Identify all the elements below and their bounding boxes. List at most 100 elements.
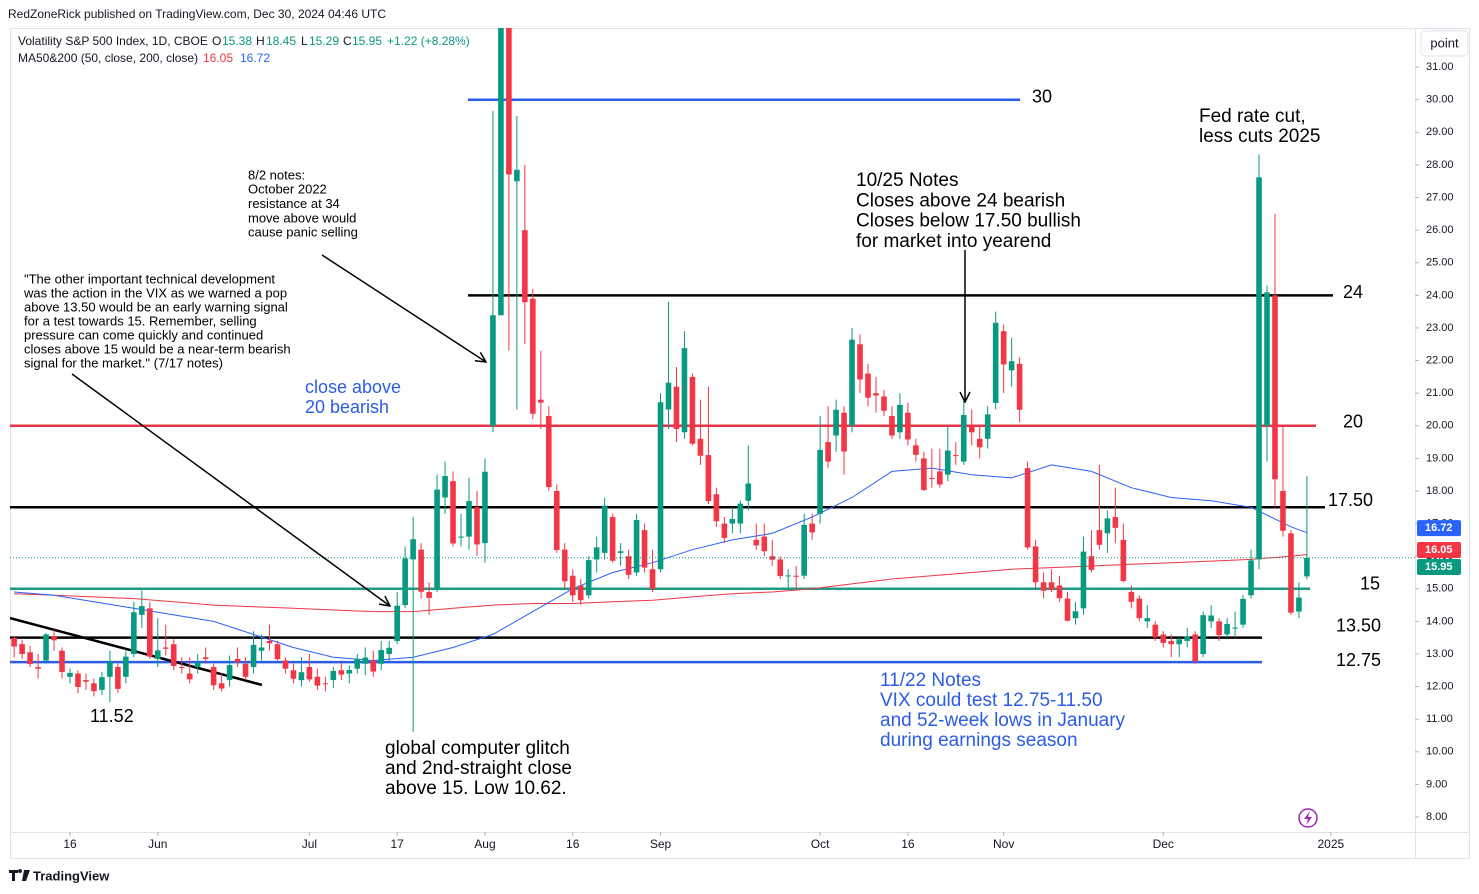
y-tick-label: 23.00	[1426, 322, 1454, 334]
x-tick-label: Dec	[1153, 837, 1174, 851]
axes: 8.00 9.00 10.00 11.00 12.00 13.00 14.00 15.00 16…	[63, 61, 1461, 851]
annotation-text: 8/2 notes:	[248, 167, 305, 182]
candle-body	[905, 412, 911, 440]
candle-body	[817, 449, 823, 514]
candle-body	[777, 559, 784, 577]
candle-body	[1184, 636, 1190, 641]
candle-body	[1000, 331, 1007, 365]
candle-body	[107, 661, 113, 677]
annotation-text: cause panic selling	[248, 225, 358, 240]
candle-body	[338, 670, 345, 675]
replay-icon[interactable]	[1298, 808, 1318, 828]
candle-body	[1192, 634, 1198, 662]
candle-body	[569, 575, 576, 596]
candle-body	[490, 315, 496, 426]
candle-body	[314, 676, 321, 686]
candle-body	[466, 501, 472, 537]
candle-body	[362, 657, 369, 664]
ma200-value: 16.05	[203, 51, 233, 65]
annotation-text: VIX could test 12.75-11.50	[880, 690, 1103, 711]
candle-body	[1064, 598, 1071, 621]
candle-body	[1128, 592, 1135, 602]
candle-body	[881, 396, 887, 411]
y-tick-label: 9.00	[1426, 778, 1447, 790]
annotation-text: pressure can come quickly and continued	[24, 327, 263, 342]
candle-body	[960, 415, 967, 462]
candle-body	[992, 322, 999, 403]
level-label: 20	[1343, 412, 1363, 432]
candle-body	[1008, 361, 1015, 371]
x-tick-label: 17	[391, 837, 405, 851]
candle-body	[442, 475, 448, 498]
open-value: 15.38	[222, 34, 252, 48]
candle-body	[1072, 611, 1079, 619]
annotation-text: 11/22 Notes	[880, 670, 981, 691]
candle-body	[801, 524, 807, 576]
point-button[interactable]: point	[1420, 30, 1469, 57]
candle-body	[1024, 468, 1031, 548]
y-tick-label: 21.00	[1426, 387, 1454, 399]
candle-body	[27, 652, 33, 665]
candle-body	[697, 438, 704, 456]
candle-body	[1176, 639, 1183, 645]
candle-body	[1160, 634, 1167, 643]
candle-body	[873, 393, 879, 396]
y-tick-label: 19.00	[1426, 452, 1454, 464]
candle-body	[51, 636, 57, 641]
annotation-text: move above would	[248, 210, 356, 225]
candle-body	[945, 450, 951, 475]
candle-body	[346, 669, 353, 674]
ma-legend-name: MA50&200 (50, close, 200, close)	[18, 51, 198, 65]
low-value: 15.29	[309, 34, 339, 48]
candle-body	[522, 230, 528, 303]
y-tick-label: 20.00	[1426, 420, 1454, 432]
candle-body	[1104, 518, 1111, 534]
level-label: 17.50	[1328, 490, 1373, 510]
y-tick-label: 10.00	[1426, 746, 1454, 758]
high-value: 18.45	[266, 34, 296, 48]
candle-body	[1248, 560, 1254, 596]
x-tick-label: 16	[566, 837, 580, 851]
candle-body	[250, 644, 257, 668]
candle-body	[378, 650, 385, 664]
candle-body	[1232, 627, 1238, 629]
candle-body	[593, 547, 600, 560]
candle-body	[585, 560, 592, 596]
low-label: 11.52	[90, 706, 134, 726]
candle-body	[673, 386, 680, 430]
candle-body	[43, 634, 49, 661]
candle-body	[91, 683, 97, 692]
brand: TradingView	[9, 868, 110, 883]
candle-body	[729, 519, 736, 524]
ma50-value: 16.72	[240, 51, 270, 65]
y-tick-label: 12.00	[1426, 680, 1454, 692]
candle-body	[131, 612, 137, 654]
point-button-box[interactable]	[1420, 30, 1469, 57]
candle-body	[897, 404, 903, 433]
annotation-text: above 13.50 would be an early warning si…	[24, 299, 288, 314]
candle-body	[386, 647, 392, 654]
candle-body	[154, 650, 161, 659]
legend-line: Volatility S&P 500 Index, 1D, CBOE O 15.…	[18, 34, 470, 48]
level-label: 13.50	[1336, 615, 1381, 635]
candle-body	[1080, 551, 1087, 609]
candle-body	[1288, 533, 1294, 613]
low-label: L	[301, 34, 308, 48]
candle-body	[330, 670, 337, 681]
candle-body	[99, 677, 105, 690]
arrow	[321, 254, 486, 362]
annotation-text: resistance at 34	[248, 196, 340, 211]
candle-body	[657, 402, 664, 570]
candle-body	[849, 339, 855, 426]
point-button-label[interactable]: point	[1430, 35, 1459, 50]
candle-body	[506, 28, 512, 175]
y-tick-label: 30.00	[1426, 94, 1454, 106]
candle-body	[538, 399, 544, 403]
candle-body	[35, 667, 41, 669]
y-tick-label: 13.00	[1426, 648, 1454, 660]
candle-body	[984, 414, 991, 439]
icon-bolt[interactable]	[1304, 811, 1312, 825]
candle-body	[865, 373, 871, 398]
candle-body	[59, 650, 65, 672]
candle-body	[625, 556, 632, 575]
